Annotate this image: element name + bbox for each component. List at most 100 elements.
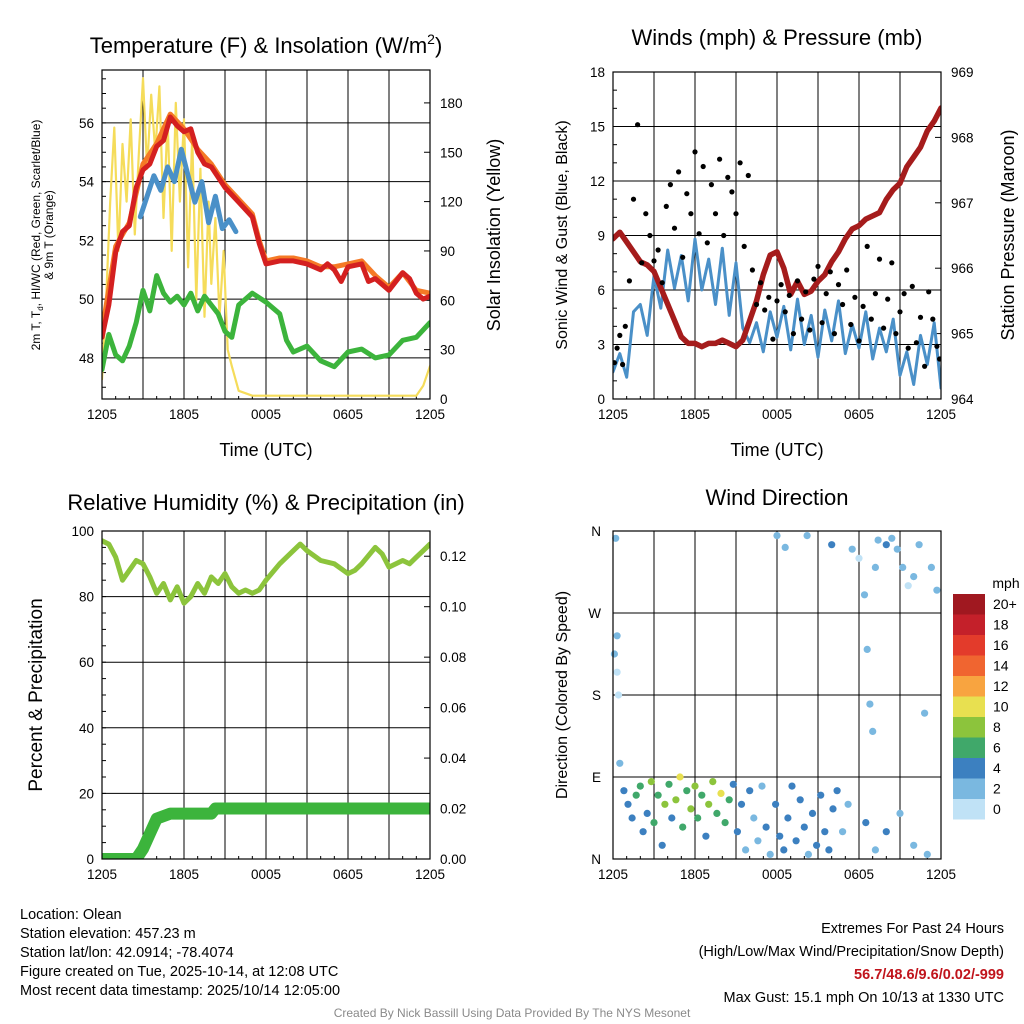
temp-2m-line bbox=[102, 114, 430, 340]
gust-point bbox=[729, 189, 735, 195]
wind-ylabel-right: Station Pressure (Maroon) bbox=[998, 129, 1018, 340]
relative-humidity-line bbox=[102, 538, 430, 606]
gust-point bbox=[680, 254, 686, 260]
colorbar-swatch bbox=[953, 676, 985, 697]
direction-point bbox=[705, 800, 713, 808]
dir-ytick-label: E bbox=[592, 770, 601, 785]
direction-point bbox=[729, 780, 737, 788]
temp-ytick-label: 56 bbox=[79, 116, 94, 131]
gust-point bbox=[663, 203, 669, 209]
temp-rtick-label: 30 bbox=[440, 343, 455, 358]
rh-xtick-label: 0005 bbox=[251, 867, 281, 882]
direction-point bbox=[658, 841, 666, 849]
gust-point bbox=[831, 331, 838, 337]
gust-point bbox=[626, 278, 633, 284]
rh-rtick-label: 0.00 bbox=[440, 852, 466, 867]
rh-ytick-label: 20 bbox=[79, 786, 94, 801]
colorbar-label: 8 bbox=[993, 719, 1001, 735]
direction-point bbox=[766, 850, 774, 859]
gust-point bbox=[635, 122, 641, 128]
rh-rtick-label: 0.12 bbox=[440, 549, 466, 564]
direction-point bbox=[844, 800, 852, 808]
direction-point bbox=[781, 543, 789, 552]
gust-point bbox=[930, 316, 936, 322]
direction-point bbox=[639, 828, 647, 836]
colorbar-label: 20+ bbox=[993, 596, 1017, 612]
direction-point bbox=[780, 846, 788, 854]
gust-point bbox=[617, 332, 623, 338]
direction-point bbox=[828, 541, 836, 549]
direction-point bbox=[691, 782, 699, 790]
temp-ytick-label: 48 bbox=[79, 351, 94, 366]
wind-xtick-label: 0005 bbox=[762, 407, 792, 422]
gust-point bbox=[885, 296, 891, 302]
gust-point bbox=[758, 280, 764, 286]
colorbar-label: 4 bbox=[993, 760, 1001, 776]
wind-rtick-label: 966 bbox=[951, 261, 974, 276]
direction-point bbox=[665, 780, 673, 788]
wind-speed-colorbar: mph 20+ 18 16 14 12 10 8 6 4 2 0 bbox=[953, 575, 1020, 820]
colorbar-swatch bbox=[953, 778, 985, 799]
wind-ytick-label: 18 bbox=[590, 65, 605, 80]
direction-point bbox=[610, 650, 619, 658]
gust-point bbox=[667, 182, 674, 188]
direction-point bbox=[788, 782, 796, 790]
direction-point bbox=[612, 534, 620, 542]
gust-point bbox=[786, 292, 792, 298]
gust-point bbox=[893, 331, 899, 337]
gust-point bbox=[700, 163, 706, 170]
dir-xtick-label: 1805 bbox=[680, 867, 710, 882]
direction-point bbox=[687, 805, 695, 813]
gust-point bbox=[741, 243, 747, 249]
direction-point bbox=[893, 545, 901, 553]
temp-ylabel-right: Solar Insolation (Yellow) bbox=[484, 139, 504, 331]
temp-xlabel: Time (UTC) bbox=[219, 440, 312, 460]
gust-point bbox=[844, 267, 850, 273]
gust-point bbox=[639, 260, 645, 266]
station-info: Location: Olean Station elevation: 457.2… bbox=[20, 906, 340, 1001]
colorbar-swatch bbox=[953, 655, 985, 676]
direction-point bbox=[933, 586, 941, 594]
temp-rtick-label: 90 bbox=[440, 244, 455, 259]
direction-point bbox=[896, 809, 904, 818]
gust-point bbox=[799, 316, 805, 322]
gust-point bbox=[868, 316, 874, 322]
direction-point bbox=[668, 814, 676, 822]
dir-title: Wind Direction bbox=[705, 485, 848, 510]
gust-point bbox=[901, 291, 907, 297]
station-pressure-line bbox=[613, 105, 941, 350]
gust-point bbox=[745, 172, 751, 179]
temp-xtick-label: 1205 bbox=[415, 407, 445, 422]
gust-point bbox=[774, 298, 780, 304]
station-elevation: Station elevation: 457.23 m bbox=[20, 926, 196, 942]
gust-point bbox=[864, 243, 870, 249]
temp-title-end: ) bbox=[435, 33, 442, 58]
wind-ytick-label: 12 bbox=[590, 174, 605, 189]
direction-point bbox=[927, 563, 936, 572]
temp-ytick-label: 52 bbox=[79, 233, 94, 248]
wind-xlabel: Time (UTC) bbox=[730, 440, 823, 460]
temp-ytick-label: 50 bbox=[79, 292, 94, 307]
gust-point bbox=[655, 247, 661, 253]
winds-pressure-panel: 1205 1805 0005 0605 120503691215189649659669… bbox=[554, 25, 1018, 460]
direction-point bbox=[721, 819, 729, 827]
direction-point bbox=[862, 819, 870, 827]
direction-point bbox=[636, 782, 644, 790]
direction-point bbox=[698, 791, 706, 799]
direction-point bbox=[614, 691, 623, 699]
rh-ytick-label: 80 bbox=[79, 590, 94, 605]
gust-point bbox=[643, 211, 649, 217]
direction-point bbox=[871, 563, 880, 572]
gust-point bbox=[717, 156, 723, 162]
gust-point bbox=[905, 345, 911, 351]
gust-point bbox=[613, 360, 617, 366]
direction-point bbox=[613, 632, 621, 640]
direction-point bbox=[899, 563, 907, 572]
wind-series bbox=[613, 105, 941, 390]
direction-point bbox=[871, 846, 880, 854]
direction-point bbox=[860, 591, 869, 599]
direction-point bbox=[694, 814, 702, 822]
dewpoint-line bbox=[102, 273, 430, 373]
direction-point bbox=[855, 554, 863, 562]
direction-point bbox=[632, 791, 640, 799]
